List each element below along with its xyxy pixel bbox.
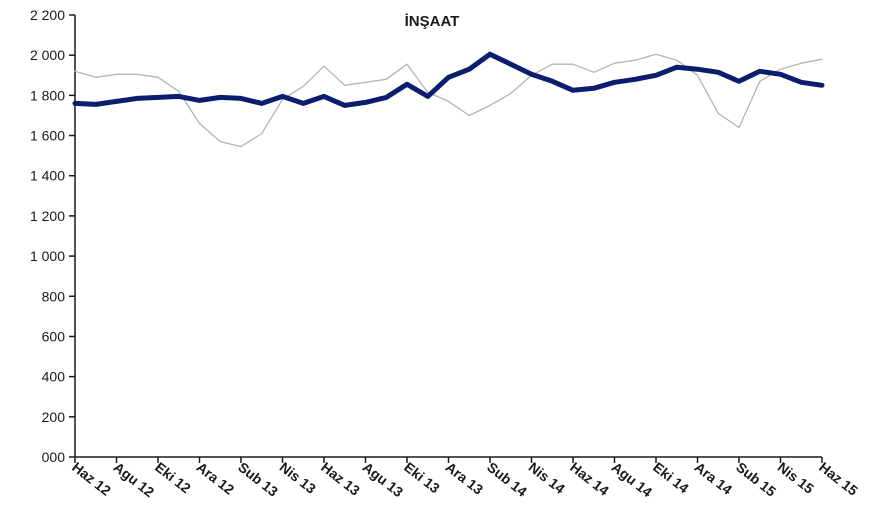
y-tick-label: 400	[42, 369, 66, 385]
series-lines	[72, 51, 825, 148]
x-tick-label: Sub 13	[235, 459, 281, 500]
series-line-thin	[74, 53, 823, 148]
y-tick-label: 800	[42, 288, 66, 304]
x-tick-label: Haz 14	[567, 459, 612, 499]
x-tick-label: Eki 12	[152, 459, 194, 497]
y-tick-label: 1 600	[30, 128, 65, 144]
y-tick-label: 2 000	[30, 47, 65, 63]
y-tick-label: 1 800	[30, 87, 65, 103]
x-tick-label: Nis 13	[277, 459, 320, 497]
x-tick-label: Agu 12	[111, 459, 158, 500]
y-tick-label: 1 200	[30, 208, 65, 224]
x-tick-label: Sub 15	[733, 459, 779, 500]
y-tick-label: 1 400	[30, 168, 65, 184]
x-tick-label: Sub 14	[484, 459, 530, 500]
y-tick-label: 1 000	[30, 248, 65, 264]
x-tick-label: Haz 13	[318, 459, 363, 499]
y-tick-label: 600	[42, 328, 66, 344]
x-tick-label: Nis 14	[526, 459, 569, 497]
x-tick-label: Eki 13	[401, 459, 443, 497]
y-tick-label: 2 200	[30, 7, 65, 23]
x-tick-label: Haz 15	[816, 459, 861, 499]
series-line-thick	[72, 51, 825, 108]
y-tick-label: 000	[42, 449, 66, 465]
x-tick-label: Haz 12	[69, 459, 114, 499]
x-tick-label: Ara 14	[692, 459, 736, 498]
x-tick-label: Agu 13	[360, 459, 407, 500]
x-tick-label: Ara 13	[443, 459, 487, 498]
x-tick-label: Agu 14	[609, 459, 656, 500]
x-tick-label: Eki 14	[650, 459, 692, 497]
chart-title: İNŞAAT	[405, 13, 460, 30]
x-tick-label: Ara 12	[194, 459, 238, 498]
y-tick-label: 200	[42, 409, 66, 425]
x-tick-label: Nis 15	[775, 459, 818, 497]
y-axis: 000 200 400 600 800 1 000 1 200 1 400 1 600 1 800…	[30, 7, 76, 465]
